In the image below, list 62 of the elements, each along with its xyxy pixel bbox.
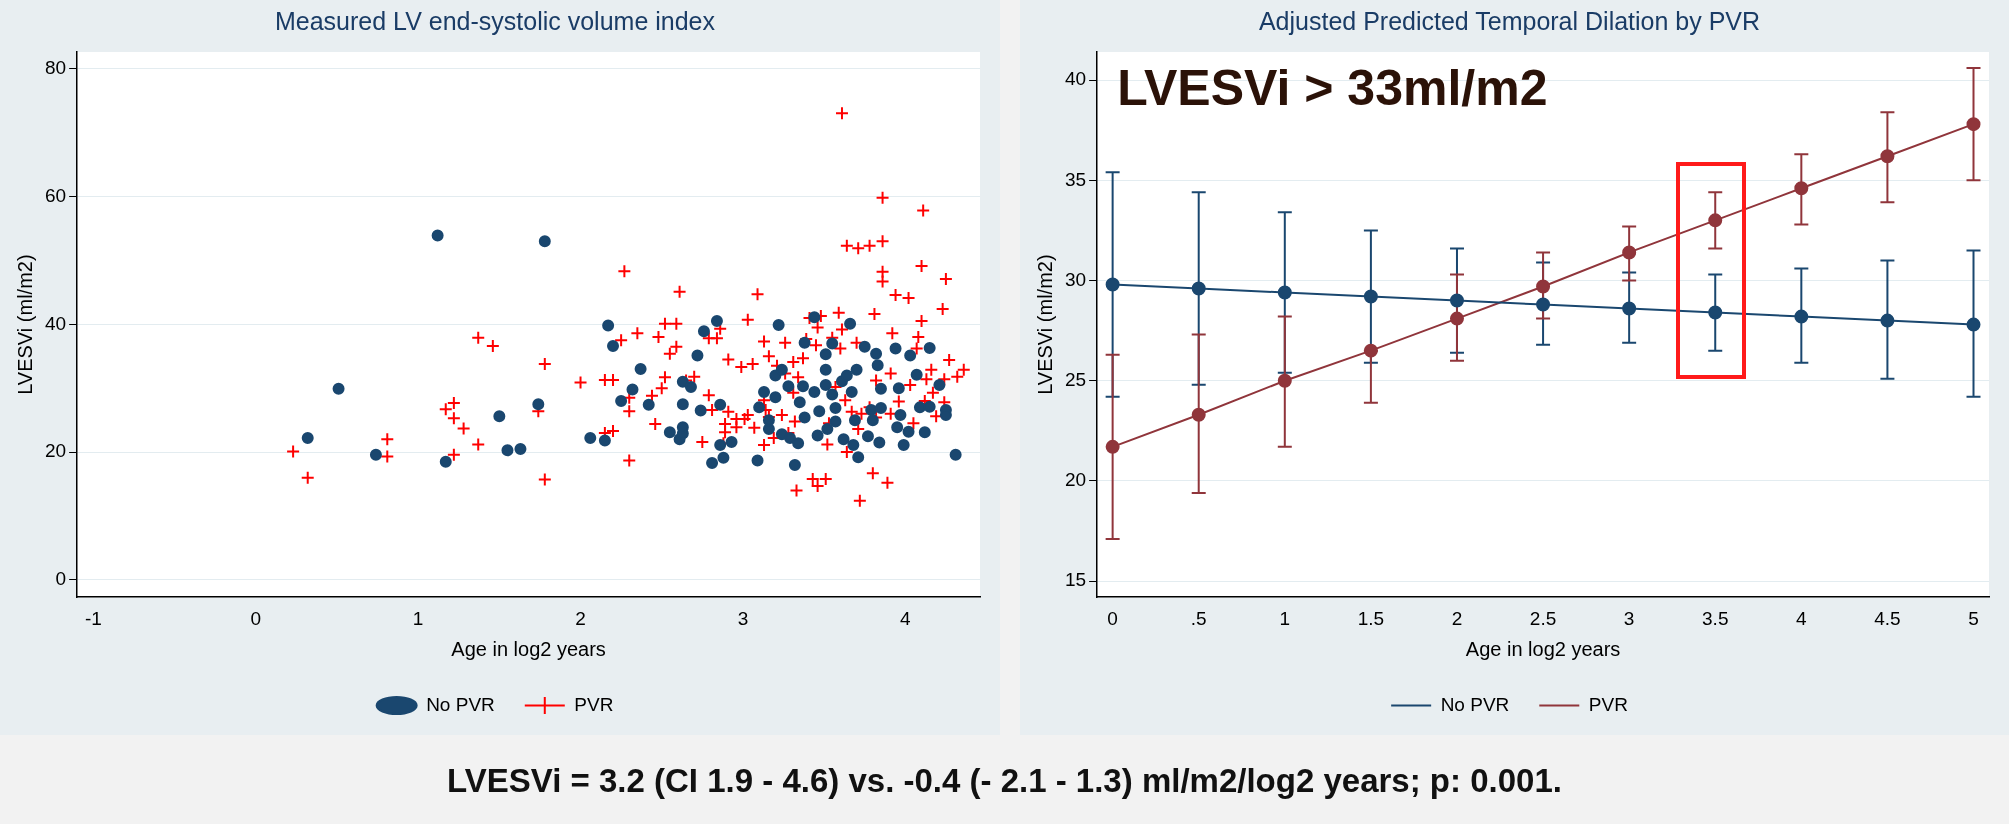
point <box>1363 343 1378 358</box>
x-tick-label: 4 <box>900 607 912 629</box>
legend-label: No PVR <box>426 693 495 715</box>
x-tick-label: 3.5 <box>1702 607 1729 629</box>
y-tick-label: 40 <box>44 312 67 334</box>
y-axis-title: LVESVi (ml/m2) <box>1033 254 1056 395</box>
point <box>1966 117 1981 132</box>
point <box>1277 285 1292 300</box>
x-tick-label: 0 <box>250 607 262 629</box>
x-axis-title: Age in log2 years <box>1465 637 1621 660</box>
chart-title: Measured LV end-systolic volume index <box>274 6 716 35</box>
point <box>1191 407 1206 422</box>
point <box>1277 373 1292 388</box>
legend-label: PVR <box>1588 693 1628 715</box>
point <box>1794 309 1809 324</box>
legend-label: PVR <box>574 693 614 715</box>
y-tick-label: 35 <box>1064 168 1087 190</box>
y-tick-label: 60 <box>44 184 67 206</box>
x-tick-label: 3 <box>1623 607 1635 629</box>
x-tick-label: 3 <box>737 607 749 629</box>
x-tick-label: 1.5 <box>1357 607 1385 629</box>
y-tick-label: 20 <box>44 440 67 462</box>
point <box>1880 149 1895 164</box>
point <box>1536 297 1551 312</box>
point <box>1449 311 1464 326</box>
x-axis-title: Age in log2 years <box>451 637 606 660</box>
point <box>1622 245 1637 260</box>
point <box>1880 313 1895 328</box>
point <box>1105 277 1120 292</box>
point <box>1708 305 1723 320</box>
point <box>1191 281 1206 296</box>
point <box>1449 293 1464 308</box>
x-tick-label: 4.5 <box>1874 607 1901 629</box>
x-tick-label: 2 <box>1451 607 1463 629</box>
x-tick-label: 1 <box>1279 607 1291 629</box>
y-tick-label: 25 <box>1064 368 1087 390</box>
chart-title: Adjusted Predicted Temporal Dilation by PVR <box>1258 6 1761 35</box>
point <box>1363 289 1378 304</box>
y-tick-label: 80 <box>44 56 67 78</box>
point <box>1105 439 1120 454</box>
point <box>1966 317 1981 332</box>
x-tick-label: 1 <box>412 607 424 629</box>
x-tick-label: 0 <box>1107 607 1118 629</box>
y-tick-label: 20 <box>1064 469 1087 491</box>
x-tick-label: -1 <box>84 607 102 629</box>
text: LVESVi = 3.2 (CI 1.9 - 4.6) vs. -0.4 (- 2.1 - 1.3) ml/m2/log2 years; p: 0.001. <box>447 762 1562 800</box>
x-tick-label: 5 <box>1968 607 1979 629</box>
x-tick-label: 4 <box>1796 607 1808 629</box>
x-tick-label: .5 <box>1190 607 1207 629</box>
x-tick-label: 2.5 <box>1529 607 1557 629</box>
point <box>1622 301 1637 316</box>
y-tick-label: 30 <box>1064 268 1087 290</box>
point <box>1794 181 1809 196</box>
y-tick-label: 40 <box>1064 68 1087 90</box>
y-tick-label: 0 <box>55 568 67 590</box>
y-axis-title: LVESVi (ml/m2) <box>13 254 36 395</box>
point <box>1708 213 1723 228</box>
y-tick-label: 15 <box>1064 569 1087 591</box>
point <box>1536 279 1551 294</box>
legend-label: No PVR <box>1440 693 1510 715</box>
annotation: LVESVi > 33ml/m2 <box>1117 59 1548 116</box>
x-tick-label: 2 <box>575 607 586 629</box>
